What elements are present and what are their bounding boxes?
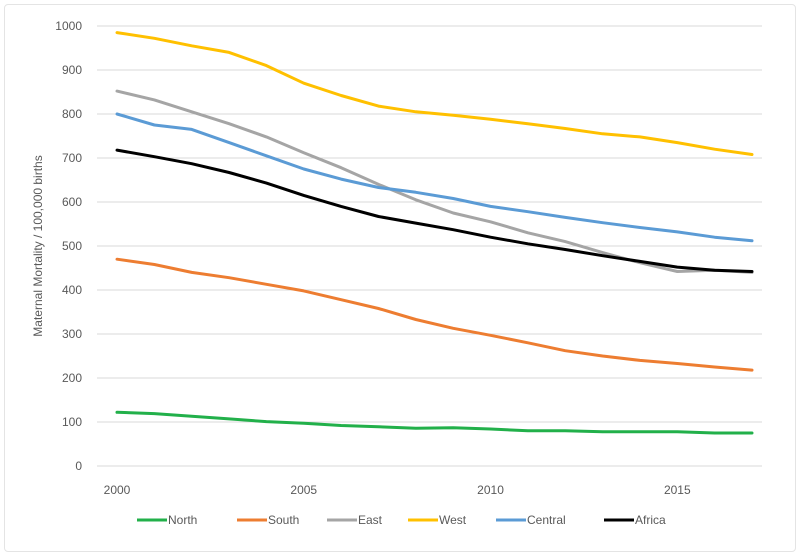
series-line-south xyxy=(115,257,754,372)
legend-label: North xyxy=(168,513,197,527)
y-tick-label: 1000 xyxy=(55,19,82,33)
legend-item-central: Central xyxy=(496,513,566,527)
gridlines xyxy=(97,25,762,467)
legend-item-west: West xyxy=(408,513,467,527)
x-tick-label: 2015 xyxy=(664,483,691,497)
x-tick-label: 2010 xyxy=(477,483,504,497)
y-tick-labels: 0 100 200 300 400 500 600 700 800 900 1000 xyxy=(55,19,82,473)
y-tick-label: 900 xyxy=(62,63,82,77)
legend-label: Central xyxy=(527,513,566,527)
x-tick-label: 2005 xyxy=(290,483,317,497)
legend-label: Africa xyxy=(635,513,666,527)
legend-label: West xyxy=(439,513,467,527)
legend: North South East West Central Africa xyxy=(137,513,666,527)
y-tick-label: 300 xyxy=(62,327,82,341)
legend-item-east: East xyxy=(327,513,383,527)
y-axis-label: Maternal Mortality / 100,000 births xyxy=(31,155,45,336)
series-line-west xyxy=(115,31,754,156)
y-tick-label: 700 xyxy=(62,151,82,165)
chart-frame xyxy=(4,4,796,552)
y-tick-label: 600 xyxy=(62,195,82,209)
series-line-central xyxy=(115,112,754,243)
series-line-africa xyxy=(115,148,754,273)
y-tick-label: 100 xyxy=(62,415,82,429)
series-line-east xyxy=(115,89,754,274)
y-tick-label: 400 xyxy=(62,283,82,297)
y-tick-label: 800 xyxy=(62,107,82,121)
series-line-north xyxy=(115,410,754,435)
legend-label: East xyxy=(358,513,383,527)
y-tick-label: 0 xyxy=(75,459,82,473)
y-tick-label: 500 xyxy=(62,239,82,253)
legend-label: South xyxy=(268,513,299,527)
legend-item-africa: Africa xyxy=(604,513,666,527)
legend-item-south: South xyxy=(237,513,299,527)
y-tick-label: 200 xyxy=(62,371,82,385)
legend-item-north: North xyxy=(137,513,197,527)
x-tick-label: 2000 xyxy=(104,483,131,497)
series-lines xyxy=(115,31,754,435)
x-tick-labels: 2000 2005 2010 2015 xyxy=(104,483,691,497)
